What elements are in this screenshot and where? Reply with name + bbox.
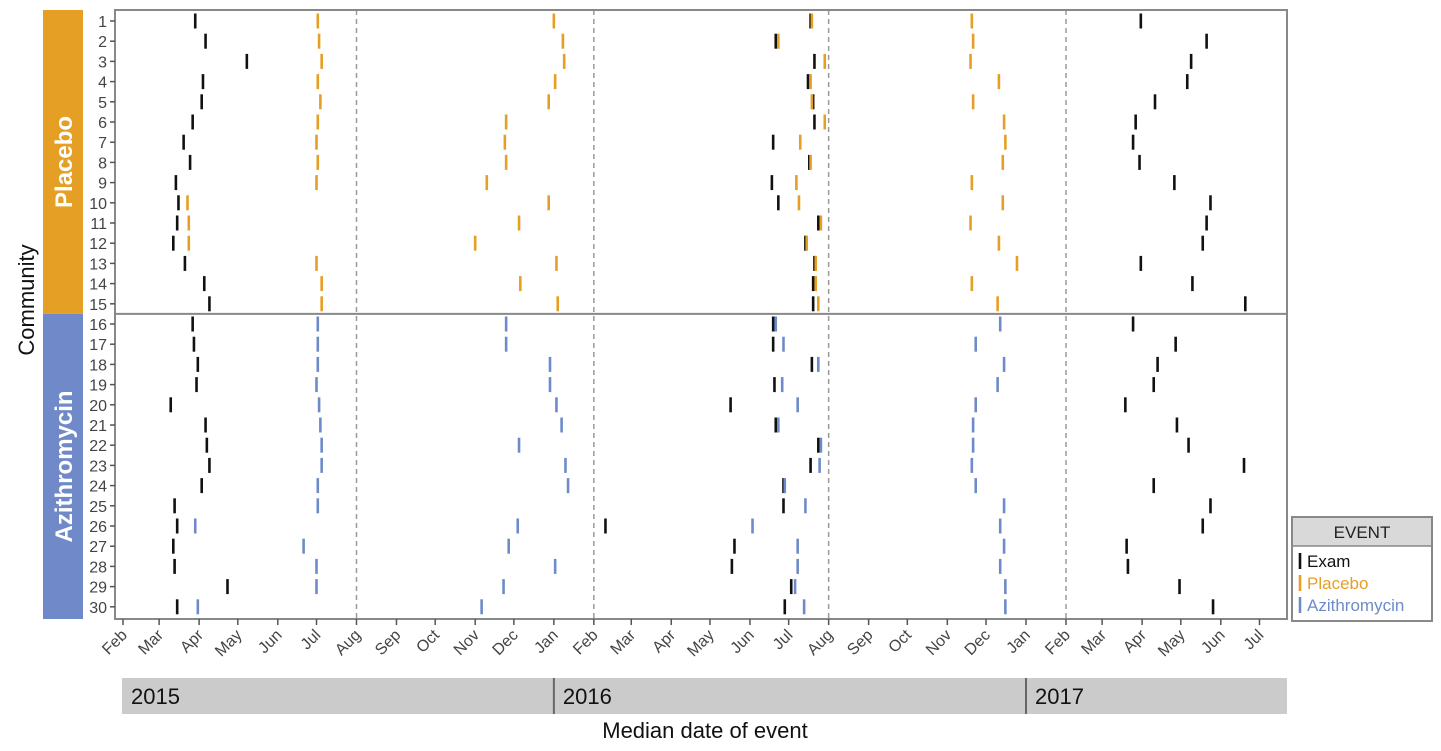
year-label: 2017	[1035, 684, 1084, 709]
legend-title: EVENT	[1334, 523, 1391, 542]
x-tick-label: Nov	[451, 627, 483, 659]
y-axis-title: Community	[14, 244, 39, 355]
y-tick-label: 1	[98, 14, 107, 31]
legend-title-band	[1293, 518, 1431, 546]
y-tick-label: 17	[89, 337, 107, 354]
y-tick-label: 15	[89, 297, 107, 314]
x-tick-label: Feb	[99, 627, 131, 659]
x-tick-label: Jul	[1241, 627, 1267, 653]
y-tick-label: 13	[89, 256, 107, 273]
x-tick-label: Jun	[255, 627, 285, 657]
y-tick-label: 21	[89, 418, 107, 435]
panel-strip-azithromycin	[43, 313, 83, 619]
x-tick-label: Jul	[298, 627, 324, 653]
y-tick-label: 10	[89, 196, 107, 213]
x-tick-label: Oct	[886, 626, 916, 656]
y-tick-label: 6	[98, 115, 107, 132]
y-tick-label: 5	[98, 95, 107, 112]
x-tick-label: Jun	[1198, 627, 1228, 657]
year-label: 2015	[131, 684, 180, 709]
y-tick-label: 26	[89, 519, 107, 536]
x-tick-label: Nov	[923, 627, 955, 659]
x-tick-label: Jan	[1004, 627, 1034, 657]
x-tick-label: Apr	[1120, 626, 1150, 656]
x-tick-label: Sep	[372, 627, 404, 659]
x-axis-title: Median date of event	[602, 718, 807, 743]
year-label: 2016	[563, 684, 612, 709]
y-tick-label: 18	[89, 357, 107, 374]
legend-label-placebo: Placebo	[1307, 574, 1368, 593]
panel-strip-placebo	[43, 10, 83, 314]
x-tick-label: Apr	[649, 626, 679, 656]
y-tick-label: 29	[89, 580, 107, 597]
y-tick-label: 3	[98, 54, 107, 71]
y-tick-label: 11	[90, 216, 107, 233]
x-tick-label: Aug	[804, 627, 836, 659]
y-tick-label: 20	[89, 398, 107, 415]
x-tick-label: Feb	[570, 627, 602, 659]
x-tick-label: May	[684, 627, 717, 660]
panel-label-placebo: Placebo	[51, 116, 78, 208]
x-tick-label: Jan	[531, 627, 561, 657]
y-tick-label: 8	[98, 155, 107, 172]
x-tick-label: Dec	[962, 627, 994, 659]
y-tick-label: 7	[98, 135, 107, 152]
x-tick-label: Oct	[413, 626, 443, 656]
y-tick-label: 27	[89, 539, 107, 556]
year-band	[122, 678, 1287, 714]
y-tick-label: 9	[98, 176, 107, 193]
y-tick-label: 22	[89, 438, 107, 455]
x-tick-label: Jun	[728, 627, 758, 657]
x-tick-label: Jul	[770, 627, 796, 653]
y-tick-label: 24	[89, 479, 107, 496]
x-tick-label: May	[212, 627, 245, 660]
x-tick-label: Sep	[844, 627, 876, 659]
y-tick-label: 14	[89, 277, 107, 294]
x-tick-label: Mar	[135, 626, 167, 658]
x-tick-label: Aug	[332, 627, 364, 659]
panel-label-azithromycin: Azithromycin	[51, 390, 78, 542]
y-tick-label: 23	[89, 458, 107, 475]
x-tick-label: May	[1155, 627, 1188, 660]
x-tick-label: Mar	[608, 626, 640, 658]
y-tick-label: 30	[89, 600, 107, 617]
x-tick-label: Feb	[1042, 627, 1074, 659]
y-tick-label: 12	[89, 236, 107, 253]
y-tick-label: 19	[89, 378, 107, 395]
y-tick-label: 16	[89, 317, 107, 334]
legend-label-azithromycin: Azithromycin	[1307, 596, 1404, 615]
legend-label-exam: Exam	[1307, 552, 1350, 571]
y-tick-label: 4	[98, 75, 107, 92]
y-tick-label: 2	[98, 34, 107, 51]
y-tick-label: 28	[89, 559, 107, 576]
x-tick-label: Apr	[177, 626, 207, 656]
x-tick-label: Mar	[1078, 626, 1110, 658]
y-tick-label: 25	[89, 499, 107, 516]
x-tick-label: Dec	[490, 627, 522, 659]
